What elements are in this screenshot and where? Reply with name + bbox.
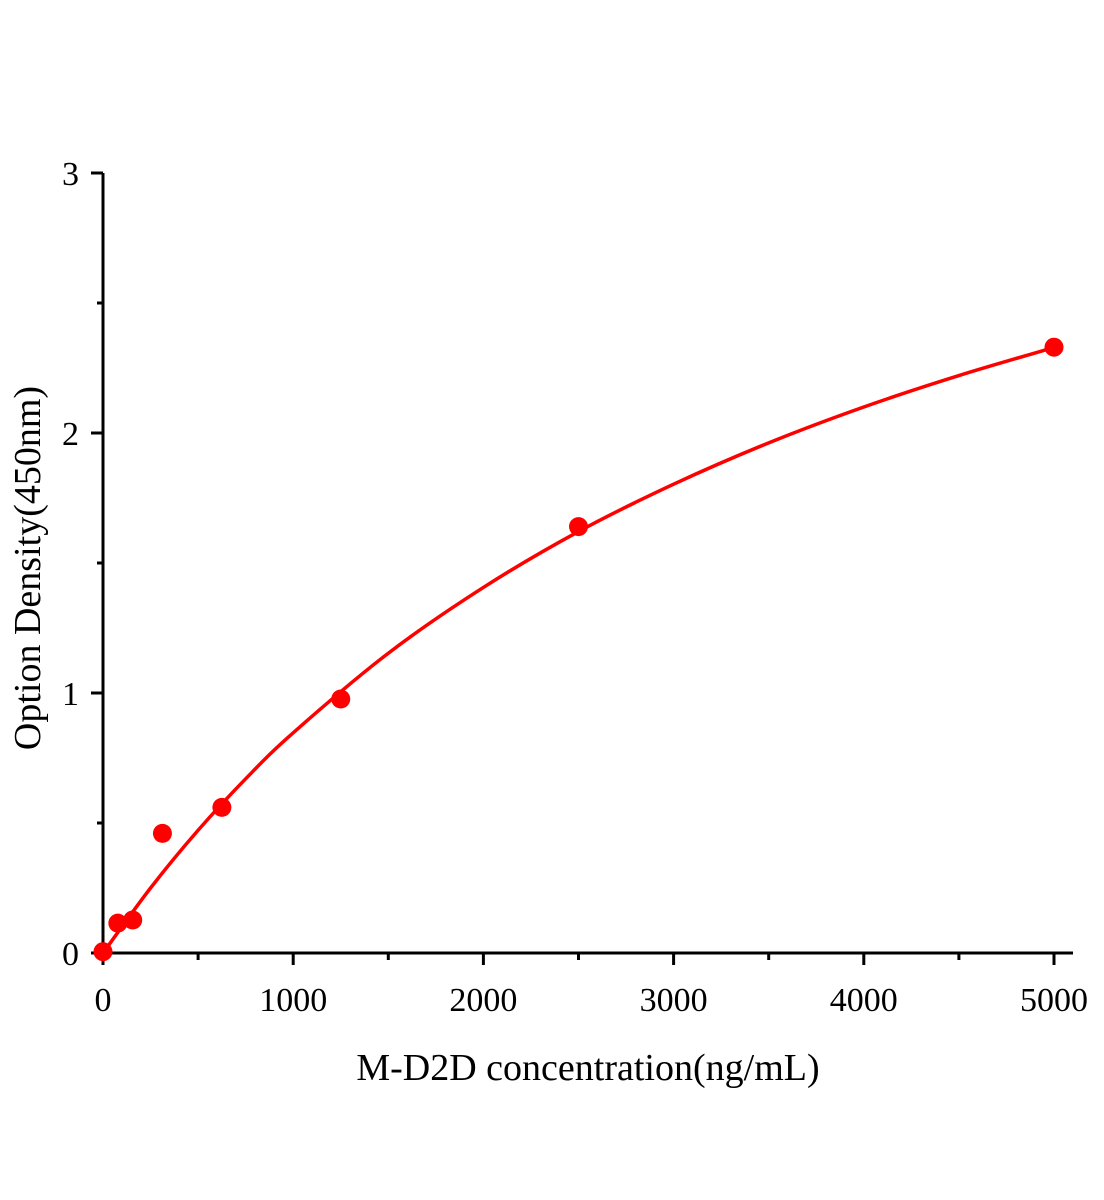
data-point [108, 913, 128, 933]
x-tick-label: 0 [95, 982, 112, 1019]
x-tick-label: 1000 [259, 982, 327, 1019]
x-tick-label: 4000 [830, 982, 898, 1019]
x-tick-label: 2000 [449, 982, 517, 1019]
fit-curve [101, 345, 1055, 955]
y-tick-label: 0 [62, 936, 79, 973]
data-point [123, 910, 143, 930]
data-point [212, 797, 232, 817]
y-tick-label: 2 [62, 416, 79, 453]
data-point [569, 517, 588, 537]
axes [101, 173, 1073, 955]
ticks: 0 1000 2000 3000 4000 5000 0 1 2 3 [62, 156, 1088, 1019]
x-axis-title: M-D2D concentration(ng/mL) [356, 1047, 819, 1089]
y-axis-title: Option Density(450nm) [7, 386, 49, 750]
data-point [1044, 337, 1064, 357]
data-point [93, 942, 113, 962]
x-tick-label: 3000 [640, 982, 708, 1019]
x-tick-label: 5000 [1020, 982, 1088, 1019]
y-tick-label: 1 [62, 676, 79, 713]
data-points [93, 337, 1064, 962]
y-tick-label: 3 [62, 156, 79, 193]
data-point [331, 689, 351, 709]
data-point [152, 823, 172, 843]
